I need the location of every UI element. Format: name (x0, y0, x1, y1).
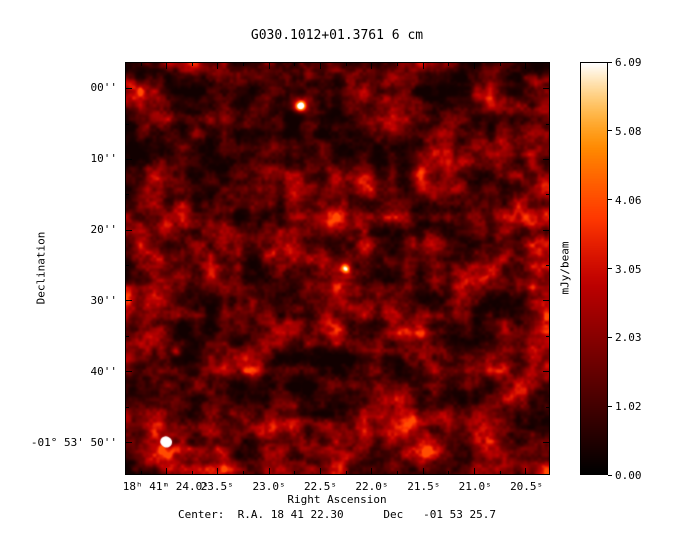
y-tick-mark (546, 406, 549, 408)
x-tick-mark (371, 468, 373, 474)
figure-title: G030.1012+01.3761 6 cm (250, 28, 424, 43)
x-axis-label: Right Ascension (287, 493, 387, 506)
y-axis-label: Declination (34, 231, 48, 305)
x-tick-mark (243, 471, 245, 474)
y-tick-mark (126, 123, 129, 125)
y-tick-mark (126, 229, 132, 231)
x-tick-mark (525, 63, 527, 69)
x-tick-label: 22.5ˢ (303, 480, 338, 493)
heatmap-canvas (126, 63, 549, 474)
x-tick-mark (268, 63, 270, 69)
colorbar-tick-label: 2.03 (615, 331, 642, 345)
x-tick-mark (474, 63, 476, 69)
x-tick-label: 18ʰ 41ᵐ 24.0ˢ (122, 480, 209, 493)
colorbar-frame (580, 62, 608, 475)
colorbar-tick-label: 5.08 (615, 124, 642, 138)
y-tick-mark (126, 159, 132, 161)
x-tick-label: 20.5ˢ (510, 480, 544, 493)
x-tick-mark (345, 63, 347, 66)
x-tick-mark (422, 63, 424, 69)
y-tick-mark (126, 371, 132, 373)
colorbar-tick-mark (608, 405, 612, 407)
x-tick-mark (294, 63, 296, 66)
y-tick-mark (126, 441, 132, 443)
center-caption: Center: R.A. 18 41 22.30 Dec -01 53 25.7 (178, 508, 496, 521)
colorbar-tick-label: 6.09 (615, 56, 642, 69)
x-tick-mark (294, 471, 296, 474)
x-tick-mark (499, 63, 501, 66)
colorbar-tick-label: 1.02 (615, 400, 642, 414)
y-tick-mark (546, 194, 549, 196)
x-tick-mark (345, 471, 347, 474)
colorbar-canvas (581, 63, 607, 474)
x-tick-mark (448, 63, 450, 66)
x-tick-mark (268, 468, 270, 474)
x-tick-mark (499, 471, 501, 474)
y-tick-mark (546, 265, 549, 267)
y-tick-mark (126, 300, 132, 302)
y-tick-mark (543, 441, 549, 443)
x-tick-mark (191, 471, 193, 474)
x-tick-mark (166, 468, 168, 474)
y-tick-mark (543, 159, 549, 161)
x-tick-mark (422, 468, 424, 474)
colorbar-tick-mark (608, 199, 612, 201)
y-tick-label: 00'' (90, 81, 118, 95)
plot-frame (125, 62, 550, 475)
x-tick-mark (217, 468, 219, 474)
x-tick-label: 21.0ˢ (458, 480, 492, 493)
y-tick-mark (546, 335, 549, 337)
x-tick-label: 22.0ˢ (355, 480, 389, 493)
colorbar-tick-mark (608, 336, 612, 338)
x-tick-mark (191, 63, 193, 66)
colorbar-tick-mark (608, 268, 612, 269)
y-tick-label: 10'' (90, 152, 118, 166)
colorbar-label: mJy/beam (558, 241, 572, 295)
y-tick-mark (126, 88, 132, 90)
y-tick-mark (543, 229, 549, 231)
colorbar-tick-mark (608, 474, 612, 476)
x-tick-mark (217, 63, 219, 69)
y-tick-mark (546, 123, 549, 125)
y-tick-label: 20'' (90, 223, 118, 237)
x-tick-mark (320, 468, 322, 474)
y-tick-label: 30'' (90, 294, 118, 308)
x-tick-label: 23.5ˢ (200, 480, 234, 493)
x-tick-mark (243, 63, 245, 66)
colorbar-tick-mark (608, 61, 612, 63)
y-tick-mark (543, 300, 549, 302)
y-tick-mark (126, 406, 129, 408)
x-tick-mark (166, 63, 168, 69)
y-tick-mark (126, 265, 129, 267)
colorbar-tick-label: 4.06 (615, 193, 642, 207)
x-tick-mark (525, 468, 527, 474)
x-tick-mark (140, 471, 142, 474)
y-tick-mark (126, 335, 129, 337)
x-tick-mark (320, 63, 322, 69)
x-tick-mark (397, 63, 399, 66)
y-tick-mark (543, 371, 549, 373)
x-tick-mark (371, 63, 373, 69)
x-tick-mark (474, 468, 476, 474)
colorbar-tick-label: 0.00 (615, 469, 642, 482)
x-tick-mark (397, 471, 399, 474)
x-tick-mark (140, 63, 142, 66)
y-tick-label: 40'' (90, 365, 118, 379)
y-tick-mark (126, 194, 129, 196)
x-tick-label: 23.0ˢ (252, 480, 286, 493)
y-tick-mark (543, 88, 549, 90)
y-tick-label: -01° 53' 50'' (30, 436, 117, 450)
colorbar-tick-mark (608, 130, 612, 132)
x-tick-mark (448, 471, 450, 474)
x-tick-label: 21.5ˢ (407, 480, 441, 493)
colorbar-tick-label: 3.05 (615, 262, 642, 276)
